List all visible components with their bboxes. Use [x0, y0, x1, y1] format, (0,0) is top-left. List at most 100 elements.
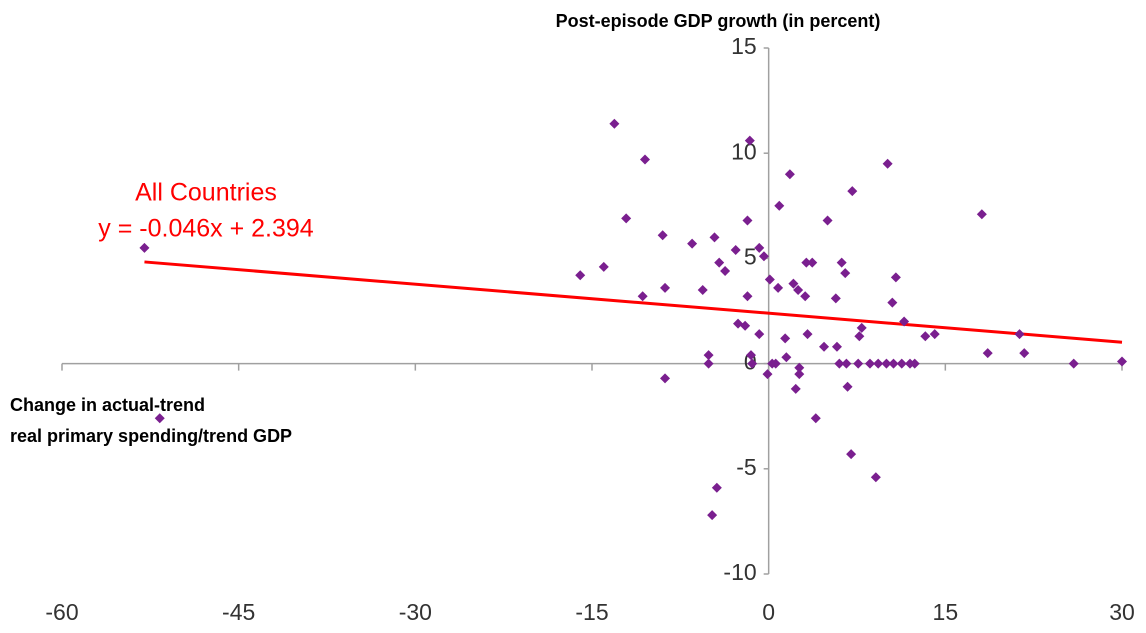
point — [794, 369, 805, 380]
point — [882, 158, 893, 169]
point — [841, 358, 852, 369]
point — [637, 291, 648, 302]
x-tick-label: -60 — [45, 599, 78, 625]
point — [754, 329, 765, 340]
point — [744, 135, 755, 146]
trendline-name: All Countries — [135, 179, 277, 207]
point — [1068, 358, 1079, 369]
point — [747, 358, 758, 369]
point — [657, 230, 668, 241]
point — [703, 350, 714, 361]
point — [660, 282, 671, 293]
point — [788, 278, 799, 289]
point — [810, 413, 821, 424]
x-tick-label: -45 — [222, 599, 255, 625]
point — [864, 358, 875, 369]
point — [909, 358, 920, 369]
point — [929, 329, 940, 340]
point — [831, 341, 842, 352]
point — [758, 251, 769, 262]
point — [819, 341, 830, 352]
point — [781, 352, 792, 363]
point — [890, 272, 901, 283]
y-tick-label: 15 — [731, 33, 757, 59]
point — [881, 358, 892, 369]
point — [846, 449, 857, 460]
point — [697, 284, 708, 295]
point — [640, 154, 650, 165]
x-tick-label: -15 — [575, 599, 608, 625]
point — [687, 238, 698, 249]
point — [740, 320, 751, 331]
point — [920, 331, 931, 342]
point — [598, 261, 609, 272]
point — [807, 257, 818, 268]
point — [754, 242, 765, 253]
point — [794, 362, 805, 373]
point — [774, 200, 785, 211]
point — [660, 373, 671, 384]
point — [575, 270, 586, 281]
point — [621, 213, 632, 224]
point — [773, 282, 784, 293]
x-tick-label: 0 — [762, 599, 775, 625]
point — [793, 284, 804, 295]
point — [742, 291, 753, 302]
point — [976, 209, 987, 220]
x-tick-label: 15 — [933, 599, 959, 625]
point — [847, 186, 858, 197]
point — [1117, 356, 1127, 367]
point — [873, 358, 884, 369]
point — [854, 331, 865, 342]
trendline — [144, 260, 1123, 344]
point — [887, 297, 898, 308]
x-tick-label: -30 — [399, 599, 432, 625]
point — [888, 358, 899, 369]
point — [711, 482, 722, 493]
point — [836, 257, 847, 268]
y-tick-label: 5 — [744, 243, 757, 269]
point — [870, 472, 881, 483]
point — [982, 348, 993, 359]
point — [1014, 329, 1025, 340]
point — [899, 316, 910, 327]
point — [762, 369, 773, 380]
point — [730, 244, 741, 255]
x-axis-label: Change in actual-trend — [10, 395, 205, 415]
point — [780, 333, 791, 344]
point — [609, 118, 620, 129]
point — [709, 232, 720, 243]
point — [856, 322, 867, 333]
y-tick-label: -5 — [736, 454, 756, 480]
point — [896, 358, 907, 369]
point — [802, 329, 813, 340]
y-tick-label: -10 — [723, 559, 756, 585]
point — [703, 358, 714, 369]
point — [707, 510, 718, 521]
point — [800, 291, 811, 302]
point — [840, 268, 851, 279]
y-axis-label: Post-episode GDP growth (in percent) — [556, 11, 881, 31]
point — [1019, 348, 1030, 359]
point — [830, 293, 841, 304]
point — [853, 358, 864, 369]
point — [742, 215, 753, 226]
x-axis-label: real primary spending/trend GDP — [10, 426, 292, 446]
point — [720, 266, 731, 277]
point — [714, 257, 725, 268]
point — [842, 381, 853, 392]
point — [139, 242, 150, 253]
trendline-equation: y = -0.046x + 2.394 — [98, 215, 314, 243]
point — [154, 413, 165, 424]
x-tick-label: 30 — [1109, 599, 1135, 625]
point — [822, 215, 833, 226]
point — [746, 350, 756, 361]
point — [764, 274, 775, 285]
point — [784, 169, 795, 180]
point — [834, 358, 845, 369]
point — [801, 257, 812, 268]
point — [790, 383, 801, 394]
point — [770, 358, 781, 369]
